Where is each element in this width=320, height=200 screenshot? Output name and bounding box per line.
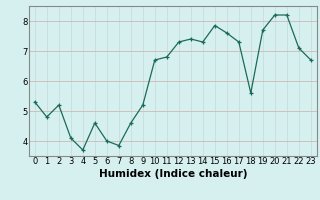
X-axis label: Humidex (Indice chaleur): Humidex (Indice chaleur) <box>99 169 247 179</box>
